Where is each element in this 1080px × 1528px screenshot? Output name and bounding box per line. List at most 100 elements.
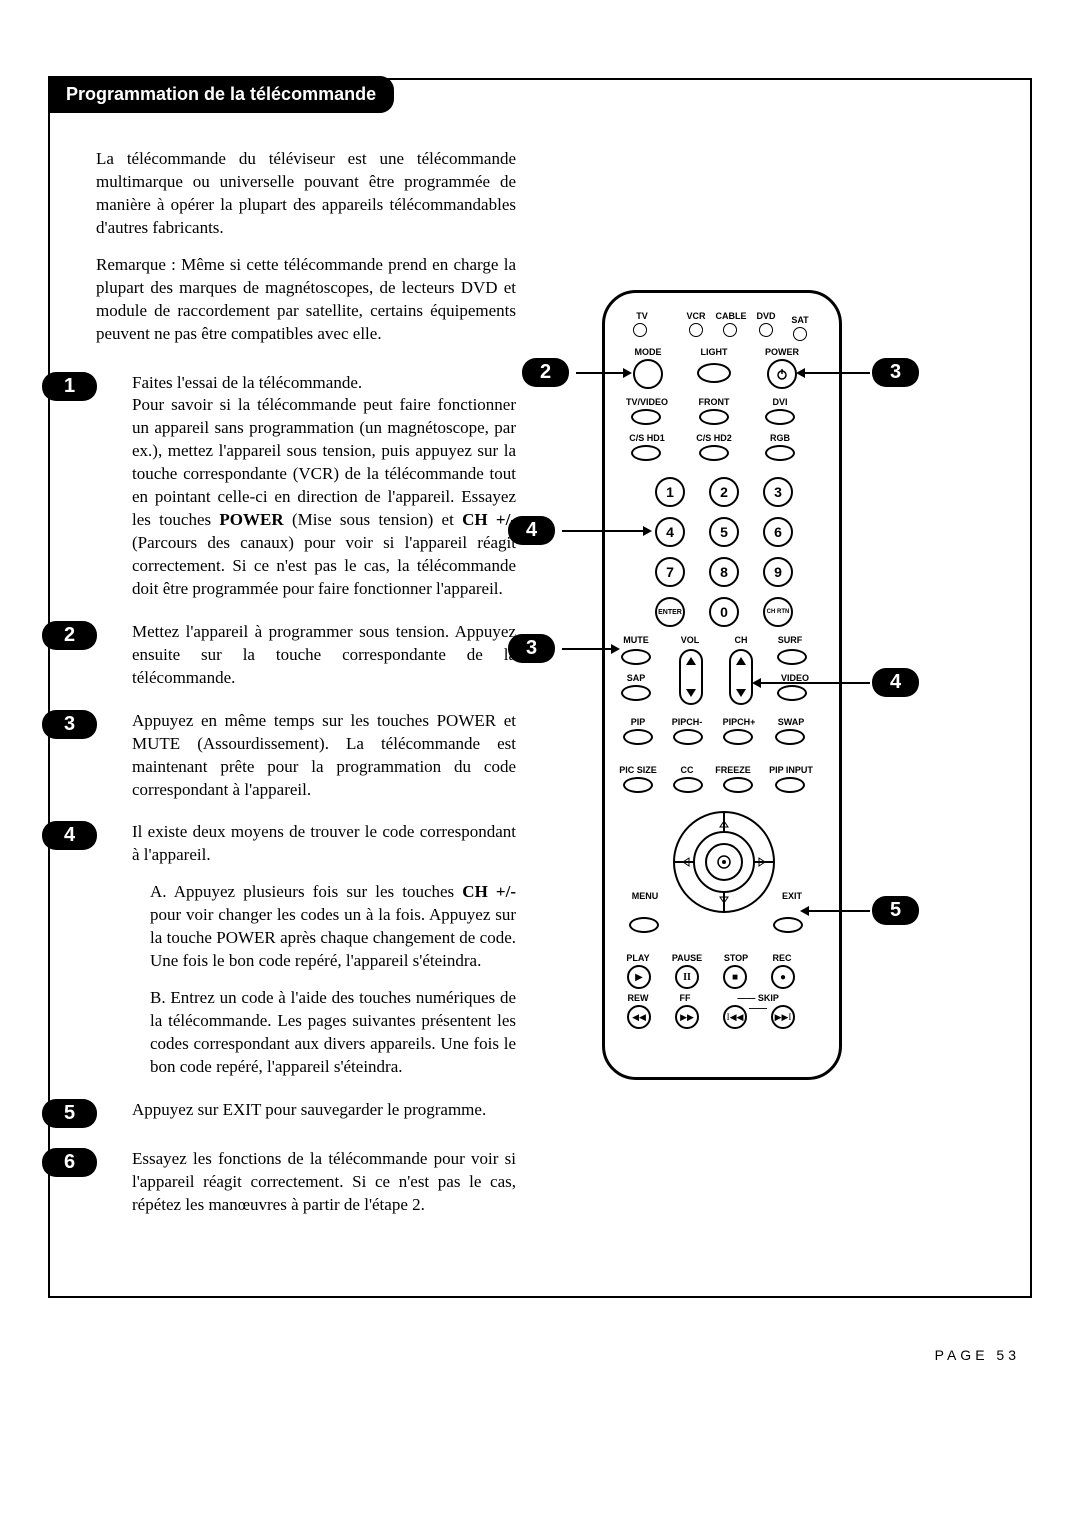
btn-vol-rocker[interactable] xyxy=(679,649,703,705)
note-paragraph: Remarque : Même si cette télécommande pr… xyxy=(96,254,516,346)
step-body-3: Appuyez en même temps sur les touches PO… xyxy=(132,710,516,802)
label-rgb: RGB xyxy=(765,433,795,443)
btn-3[interactable]: 3 xyxy=(763,477,793,507)
step-body-1: Faites l'essai de la télécommande.Pour s… xyxy=(132,372,516,601)
btn-1[interactable]: 1 xyxy=(655,477,685,507)
label-cc: CC xyxy=(677,765,697,775)
step-number-4: 4 xyxy=(42,821,97,850)
btn-9[interactable]: 9 xyxy=(763,557,793,587)
step-number-3: 3 xyxy=(42,710,97,739)
step-number-6: 6 xyxy=(42,1148,97,1177)
section-header: Programmation de la télécommande xyxy=(48,76,394,113)
label-mute: MUTE xyxy=(619,635,653,645)
btn-pipchm[interactable] xyxy=(673,729,703,745)
label-vol: VOL xyxy=(675,635,705,645)
btn-cshd2[interactable] xyxy=(699,445,729,461)
btn-play[interactable]: ▶ xyxy=(627,965,651,989)
btn-8[interactable]: 8 xyxy=(709,557,739,587)
intro-paragraph: La télécommande du téléviseur est une té… xyxy=(96,148,516,240)
btn-2[interactable]: 2 xyxy=(709,477,739,507)
btn-4[interactable]: 4 xyxy=(655,517,685,547)
btn-mute[interactable] xyxy=(621,649,651,665)
btn-7[interactable]: 7 xyxy=(655,557,685,587)
label-ff: FF xyxy=(675,993,695,1003)
step-5: 5Appuyez sur EXIT pour sauvegarder le pr… xyxy=(96,1099,516,1128)
label-dvd: DVD xyxy=(753,311,779,321)
btn-skipfwd[interactable]: ▶▶I xyxy=(771,1005,795,1029)
label-sap: SAP xyxy=(621,673,651,683)
label-play: PLAY xyxy=(623,953,653,963)
step-4: 4Il existe deux moyens de trouver le cod… xyxy=(96,821,516,1078)
callout-3-top-line xyxy=(804,372,870,374)
callout-2: 2 xyxy=(522,358,569,387)
btn-pipinput[interactable] xyxy=(775,777,805,793)
label-ch: CH xyxy=(729,635,753,645)
label-front: FRONT xyxy=(695,397,733,407)
btn-pipchp[interactable] xyxy=(723,729,753,745)
btn-stop[interactable]: ■ xyxy=(723,965,747,989)
btn-enter[interactable]: ENTER xyxy=(655,597,685,627)
label-pipinput: PIP INPUT xyxy=(765,765,817,775)
btn-swap[interactable] xyxy=(775,729,805,745)
remote-body: TV VCR CABLE DVD SAT MODE LIGHT POWER TV… xyxy=(602,290,842,1080)
section-title: Programmation de la télécommande xyxy=(66,84,376,104)
btn-surf[interactable] xyxy=(777,649,807,665)
label-menu: MENU xyxy=(627,891,663,901)
led-sat xyxy=(793,327,807,341)
step-6: 6Essayez les fonctions de la télécommand… xyxy=(96,1148,516,1217)
callout-4-right: 4 xyxy=(872,668,919,697)
step-body-4: Il existe deux moyens de trouver le code… xyxy=(132,821,516,1078)
remote-diagram: TV VCR CABLE DVD SAT MODE LIGHT POWER TV… xyxy=(602,290,842,1080)
callout-4-left: 4 xyxy=(508,516,555,545)
btn-pause[interactable]: II xyxy=(675,965,699,989)
btn-cc[interactable] xyxy=(673,777,703,793)
step-3: 3Appuyez en même temps sur les touches P… xyxy=(96,710,516,802)
btn-menu[interactable] xyxy=(629,917,659,933)
led-tv xyxy=(633,323,647,337)
btn-freeze[interactable] xyxy=(723,777,753,793)
btn-exit[interactable] xyxy=(773,917,803,933)
led-vcr xyxy=(689,323,703,337)
btn-power[interactable] xyxy=(767,359,797,389)
step-4-sub-0: A. Appuyez plusieurs fois sur les touche… xyxy=(150,881,516,973)
label-mode: MODE xyxy=(629,347,667,357)
btn-rgb[interactable] xyxy=(765,445,795,461)
btn-picsize[interactable] xyxy=(623,777,653,793)
btn-ch-rocker[interactable] xyxy=(729,649,753,705)
btn-video[interactable] xyxy=(777,685,807,701)
btn-0[interactable]: 0 xyxy=(709,597,739,627)
step-2: 2Mettez l'appareil à programmer sous ten… xyxy=(96,621,516,690)
label-light: LIGHT xyxy=(695,347,733,357)
dpad[interactable] xyxy=(669,807,779,917)
btn-rew[interactable]: ◀◀ xyxy=(627,1005,651,1029)
btn-chrtn[interactable]: CH RTN xyxy=(763,597,793,627)
btn-front[interactable] xyxy=(699,409,729,425)
btn-ff[interactable]: ▶▶ xyxy=(675,1005,699,1029)
btn-pip[interactable] xyxy=(623,729,653,745)
label-pipchm: PIPCH- xyxy=(667,717,707,727)
btn-skipback[interactable]: I◀◀ xyxy=(723,1005,747,1029)
led-cable xyxy=(723,323,737,337)
label-power: POWER xyxy=(763,347,801,357)
callout-4-left-line xyxy=(562,530,644,532)
btn-dvi[interactable] xyxy=(765,409,795,425)
label-pipchp: PIPCH+ xyxy=(719,717,759,727)
btn-mode[interactable] xyxy=(633,359,663,389)
btn-rec[interactable]: ● xyxy=(771,965,795,989)
btn-6[interactable]: 6 xyxy=(763,517,793,547)
label-stop: STOP xyxy=(721,953,751,963)
label-swap: SWAP xyxy=(773,717,809,727)
btn-tvvideo[interactable] xyxy=(631,409,661,425)
label-sat: SAT xyxy=(787,315,813,325)
btn-sap[interactable] xyxy=(621,685,651,701)
btn-5[interactable]: 5 xyxy=(709,517,739,547)
led-dvd xyxy=(759,323,773,337)
btn-light[interactable] xyxy=(697,363,731,383)
label-exit: EXIT xyxy=(777,891,807,901)
label-rec: REC xyxy=(769,953,795,963)
btn-cshd1[interactable] xyxy=(631,445,661,461)
callout-5-line xyxy=(808,910,870,912)
callout-3-left-line xyxy=(562,648,612,650)
label-cshd1: C/S HD1 xyxy=(623,433,671,443)
step-4-sub-1: B. Entrez un code à l'aide des touches n… xyxy=(150,987,516,1079)
